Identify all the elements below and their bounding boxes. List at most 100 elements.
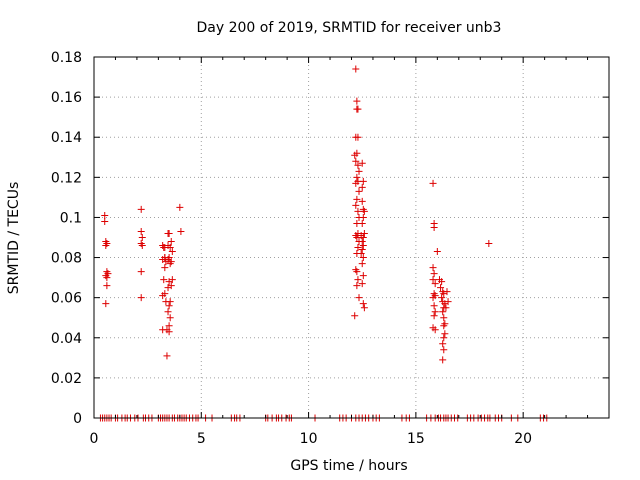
data-point xyxy=(101,217,109,225)
data-point xyxy=(353,195,361,203)
data-point xyxy=(159,292,167,300)
data-point xyxy=(166,314,174,322)
data-point xyxy=(355,294,363,302)
data-point xyxy=(352,201,360,209)
data-point xyxy=(161,264,169,272)
data-point xyxy=(358,260,366,268)
data-point xyxy=(166,244,174,252)
grid-lines xyxy=(94,57,609,418)
data-point xyxy=(439,340,447,348)
data-point xyxy=(104,270,112,278)
data-point xyxy=(354,161,362,169)
data-point xyxy=(168,248,176,256)
chart-title: Day 200 of 2019, SRMTID for receiver unb… xyxy=(197,20,502,36)
data-point xyxy=(430,223,438,231)
data-point xyxy=(165,328,173,336)
data-point xyxy=(353,234,361,241)
data-point xyxy=(444,298,452,306)
x-tick-label: 10 xyxy=(300,431,318,447)
data-point xyxy=(360,304,368,312)
data-point xyxy=(103,240,111,248)
data-point xyxy=(352,65,360,73)
data-point xyxy=(358,280,366,288)
data-point xyxy=(166,298,174,306)
data-point xyxy=(440,334,448,342)
data-point xyxy=(165,302,173,310)
data-point xyxy=(433,248,441,256)
data-point xyxy=(176,203,184,211)
y-tick-label: 0.08 xyxy=(51,251,82,267)
data-point xyxy=(358,197,366,205)
data-point xyxy=(168,276,176,284)
y-tick-label: 0.16 xyxy=(51,90,82,106)
data-point xyxy=(358,219,366,227)
data-point xyxy=(177,227,185,235)
data-point xyxy=(353,97,361,105)
data-point xyxy=(358,183,366,191)
data-point xyxy=(443,288,451,296)
data-point xyxy=(431,308,439,316)
data-point xyxy=(164,308,172,316)
data-point xyxy=(355,167,363,175)
data-point xyxy=(429,264,437,272)
data-point xyxy=(358,159,366,167)
data-point xyxy=(354,133,362,141)
data-point xyxy=(354,276,362,284)
data-point xyxy=(355,187,363,195)
data-point xyxy=(359,242,367,250)
data-point xyxy=(167,282,175,290)
data-point xyxy=(167,238,175,246)
data-point xyxy=(359,300,367,308)
data-point xyxy=(138,234,146,241)
y-tick-label: 0.14 xyxy=(51,130,82,146)
data-point xyxy=(429,276,437,284)
y-axis-label: SRMTID / TECUs xyxy=(6,182,22,295)
data-point xyxy=(438,294,446,302)
data-point xyxy=(138,242,146,250)
data-point xyxy=(442,304,450,312)
data-point xyxy=(359,272,367,280)
data-point xyxy=(430,312,438,320)
data-point xyxy=(137,294,145,302)
y-tick-label: 0.02 xyxy=(51,371,82,387)
y-tick-label: 0.04 xyxy=(51,331,82,347)
data-point xyxy=(103,274,111,282)
axis-ticks xyxy=(93,56,609,419)
data-point xyxy=(167,258,175,266)
y-tick-label: 0.1 xyxy=(60,210,82,226)
y-tick-label: 0.06 xyxy=(51,291,82,307)
data-point xyxy=(438,278,446,286)
x-axis-label: GPS time / hours xyxy=(290,458,407,474)
data-point xyxy=(353,173,361,181)
data-point xyxy=(440,314,448,322)
data-point xyxy=(441,330,449,338)
data-point xyxy=(431,326,439,334)
data-point xyxy=(137,268,145,276)
tick-labels: 0 5 10 15 20 0 0.02 0.04 0.06 0.08 0.1 0.12 0.14 0.16… xyxy=(51,50,532,447)
data-point xyxy=(437,284,445,292)
data-point xyxy=(163,352,171,360)
data-point xyxy=(430,270,438,278)
data-point xyxy=(439,308,447,316)
data-point xyxy=(351,312,359,320)
data-point xyxy=(357,250,365,258)
x-tick-label: 20 xyxy=(514,431,532,447)
data-point xyxy=(430,302,438,310)
data-point xyxy=(359,213,367,221)
data-point xyxy=(439,356,447,364)
data-point xyxy=(102,300,110,308)
data-point xyxy=(485,240,493,248)
y-tick-label: 0.12 xyxy=(51,170,82,186)
data-point xyxy=(103,282,111,290)
data-point xyxy=(353,149,361,157)
data-point xyxy=(358,246,366,254)
data-point xyxy=(358,238,366,246)
data-point xyxy=(101,211,109,219)
y-tick-label: 0.18 xyxy=(51,50,82,66)
y-tick-label: 0 xyxy=(73,411,82,427)
data-point xyxy=(431,280,439,288)
data-point xyxy=(357,231,365,239)
data-point xyxy=(353,282,361,290)
x-tick-label: 15 xyxy=(407,431,425,447)
